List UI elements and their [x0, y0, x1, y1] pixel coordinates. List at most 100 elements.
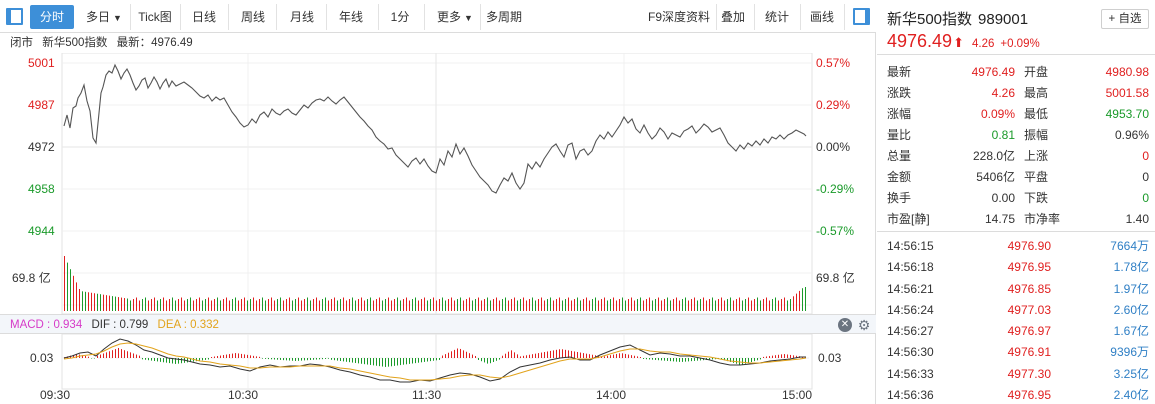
quote-label: 平盘	[1024, 170, 1049, 184]
volume-bar	[223, 299, 224, 311]
volume-bar	[400, 300, 401, 311]
tab-more[interactable]: 更多 ▼	[437, 10, 473, 24]
macd-bar	[583, 353, 584, 358]
tick-volume: 1.67亿	[1113, 324, 1149, 339]
divider	[424, 4, 425, 30]
macd-bar	[658, 358, 659, 361]
macd-bar	[757, 358, 758, 361]
macd-bar	[394, 358, 395, 366]
macd-bar	[187, 358, 188, 363]
volume-bar	[148, 300, 149, 311]
volume-bar	[739, 297, 740, 311]
volume-bar	[406, 297, 407, 311]
volume-bar	[679, 300, 680, 311]
macd-bar	[793, 355, 794, 358]
macd-bar	[85, 355, 86, 358]
macd-bar	[343, 358, 344, 362]
tab-duori[interactable]: 多日 ▼	[86, 10, 122, 24]
macd-bar	[301, 358, 302, 361]
volume-bar	[271, 297, 272, 311]
tab-monthly[interactable]: 月线	[289, 10, 314, 24]
volume-bar	[580, 300, 581, 311]
tick-volume: 3.25亿	[1113, 366, 1149, 381]
macd-bar	[745, 358, 746, 364]
volume-bar	[613, 297, 614, 311]
collapse-left-icon[interactable]	[6, 8, 23, 25]
macd-bar	[175, 358, 176, 364]
macd-bar	[526, 355, 527, 358]
volume-bar	[562, 300, 563, 311]
macd-bar	[610, 355, 611, 358]
macd-bar	[511, 350, 512, 358]
volume-bar	[262, 297, 263, 311]
macd-frame	[61, 333, 813, 390]
f9-deep-data-button[interactable]: F9深度资料	[647, 10, 710, 24]
macd-bar	[679, 358, 680, 362]
tab-tick[interactable]: Tick图	[138, 10, 172, 24]
volume-bar	[139, 300, 140, 311]
macd-bar	[469, 353, 470, 358]
tick-row: 14:56:27 4976.97 1.67亿	[877, 321, 1155, 342]
tick-volume: 7664万	[1110, 239, 1149, 253]
statistics-button[interactable]: 统计	[764, 10, 789, 24]
gear-icon[interactable]: ⚙	[857, 317, 871, 333]
tab-fenshi[interactable]: 分时	[30, 5, 74, 29]
volume-bar	[115, 296, 116, 311]
volume-bar	[430, 299, 431, 311]
volume-bar	[793, 296, 794, 311]
collapse-right-icon[interactable]	[853, 8, 870, 25]
macd-bar	[685, 358, 686, 362]
tab-multi-period[interactable]: 多周期	[485, 10, 522, 24]
macd-bar	[247, 354, 248, 358]
tab-weekly[interactable]: 周线	[240, 10, 265, 24]
tick-volume: 1.97亿	[1113, 281, 1149, 296]
tick-time: 14:56:21	[887, 281, 934, 296]
volume-bar	[352, 297, 353, 311]
tick-volume: 2.60亿	[1113, 302, 1149, 317]
divider	[180, 4, 181, 30]
macd-bar	[268, 358, 269, 360]
divider	[480, 4, 481, 30]
volume-bar	[97, 293, 98, 311]
volume-bar	[214, 299, 215, 311]
volume-bar	[736, 299, 737, 311]
volume-bar	[730, 297, 731, 311]
macd-bar	[238, 353, 239, 358]
volume-bar	[478, 297, 479, 311]
macd-bar	[220, 355, 221, 358]
tab-1min[interactable]: 1分	[390, 10, 410, 24]
tab-daily[interactable]: 日线	[191, 10, 216, 24]
volume-bar	[526, 300, 527, 311]
draw-line-button[interactable]: 画线	[809, 10, 834, 24]
volume-bar	[238, 300, 239, 311]
macd-bar	[265, 358, 266, 359]
divider	[130, 4, 131, 30]
arrow-up-icon: ⬆	[953, 35, 964, 50]
volume-bar	[298, 297, 299, 311]
macd-bar	[487, 358, 488, 364]
tab-yearly[interactable]: 年线	[338, 10, 363, 24]
quote-value: 0.96%	[1114, 128, 1149, 142]
macd-bar	[484, 358, 485, 363]
volume-bar	[616, 300, 617, 311]
volume-bar	[610, 299, 611, 311]
tick-time: 14:56:18	[887, 260, 934, 275]
tick-row: 14:56:21 4976.85 1.97亿	[877, 279, 1155, 300]
quote-panel: 新华500指数 989001 + 自选 4976.49⬆ 4.26 +0.09% 最新…	[877, 0, 1155, 404]
macd-bar	[721, 358, 722, 360]
close-icon[interactable]: ✕	[838, 318, 852, 332]
macd-bar	[376, 358, 377, 366]
volume-bar	[802, 288, 803, 311]
overlay-button[interactable]: 叠加	[720, 10, 745, 24]
tick-row: 14:56:36 4976.95 2.40亿	[877, 385, 1155, 404]
quote-label: 最低	[1024, 107, 1049, 121]
volume-bar	[556, 299, 557, 311]
volume-bar	[349, 299, 350, 311]
add-favorite-button[interactable]: + 自选	[1101, 9, 1149, 29]
volume-bar	[448, 299, 449, 311]
macd-bar	[262, 358, 263, 359]
volume-bar	[127, 298, 128, 311]
intraday-chart[interactable]: 5001 4987 4972 4958 4944 0.57% 0.29% 0.0…	[0, 52, 876, 404]
macd-bar	[535, 353, 536, 358]
macd-bar	[277, 358, 278, 360]
